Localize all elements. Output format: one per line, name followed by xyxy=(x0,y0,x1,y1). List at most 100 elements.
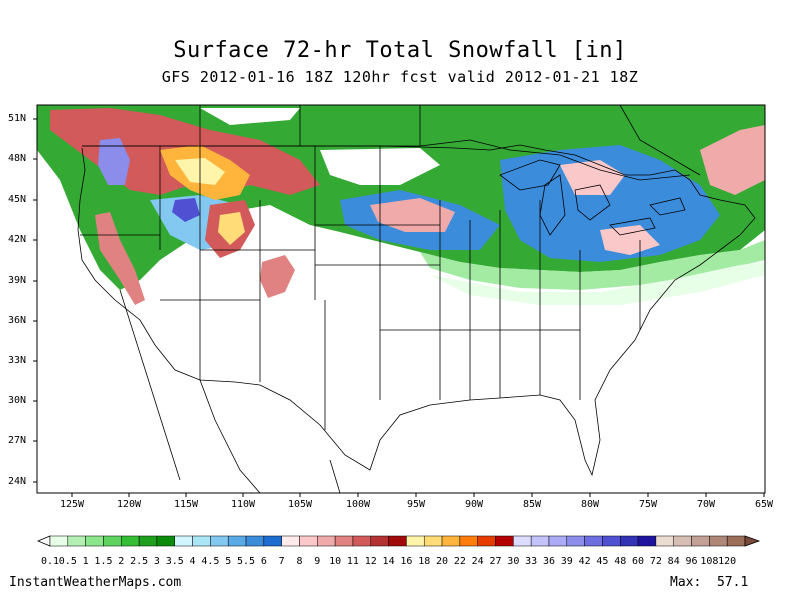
lat-label: 24N xyxy=(8,476,27,487)
legend-swatch xyxy=(655,535,674,547)
legend-swatch xyxy=(566,535,585,547)
state-lines xyxy=(80,146,641,430)
snow-pink-east xyxy=(700,125,765,195)
lon-label: 80W xyxy=(580,499,600,510)
legend-swatch xyxy=(441,535,461,547)
lon-label: 105W xyxy=(287,499,313,510)
map-subtitle: GFS 2012-01-16 18Z 120hr fcst valid 2012… xyxy=(161,68,639,86)
lat-label: 39N xyxy=(8,275,27,286)
legend-label: 4 xyxy=(189,556,196,567)
legend-swatch xyxy=(49,535,69,547)
lat-label: 33N xyxy=(8,355,27,366)
legend-label: 16 xyxy=(400,556,413,567)
great-lakes xyxy=(499,159,686,236)
snow-red-colorado xyxy=(260,255,295,298)
legend-swatch xyxy=(620,535,639,547)
legend-swatch xyxy=(174,535,193,547)
legend-arrow-low xyxy=(36,535,51,547)
lon-label: 65W xyxy=(754,499,774,510)
snow-blue-lakes xyxy=(500,145,720,262)
mexico-border xyxy=(119,289,341,493)
legend-label: 20 xyxy=(436,556,449,567)
lat-label: 45N xyxy=(8,194,27,205)
lat-label: 42N xyxy=(8,234,27,245)
legend-swatch xyxy=(495,535,514,547)
legend-swatch xyxy=(192,535,211,547)
legend-label: 30 xyxy=(507,556,520,567)
legend-swatch xyxy=(673,535,692,547)
legend-swatch xyxy=(423,535,443,547)
lon-label: 100W xyxy=(345,499,371,510)
legend-label: 108 xyxy=(700,556,719,567)
legend-label: 1 xyxy=(82,556,89,567)
legend-swatch xyxy=(637,535,657,547)
snow-pink-plains xyxy=(370,198,455,232)
lon-ticks xyxy=(71,493,765,497)
boundaries xyxy=(77,105,756,493)
legend-swatch xyxy=(459,535,478,547)
map-frame xyxy=(36,104,766,494)
legend-label: 42 xyxy=(578,556,591,567)
legend-label: 96 xyxy=(685,556,698,567)
legend-label: 27 xyxy=(489,556,502,567)
lat-label: 27N xyxy=(8,435,27,446)
lat-label: 30N xyxy=(8,395,27,406)
legend-swatch xyxy=(548,535,568,547)
legend-swatch xyxy=(530,535,550,547)
legend-swatch xyxy=(334,535,354,547)
lon-label: 115W xyxy=(173,499,199,510)
map-title: Surface 72-hr Total Snowfall [in] xyxy=(173,38,627,63)
lon-label: 125W xyxy=(59,499,85,510)
legend-swatch xyxy=(709,535,728,547)
lon-label: 85W xyxy=(522,499,542,510)
legend-label: 120 xyxy=(718,556,737,567)
legend-label: 60 xyxy=(632,556,645,567)
legend-label: 8 xyxy=(296,556,303,567)
legend-label: 72 xyxy=(649,556,662,567)
legend-label: 18 xyxy=(418,556,431,567)
legend-label: 2.5 xyxy=(130,556,149,567)
legend-label: 48 xyxy=(614,556,627,567)
legend-swatch xyxy=(85,535,104,547)
legend-swatch xyxy=(388,535,407,547)
legend-swatch xyxy=(406,535,425,547)
legend-swatch xyxy=(584,535,603,547)
legend-label: 22 xyxy=(453,556,466,567)
legend-swatch xyxy=(281,535,300,547)
legend-swatch xyxy=(317,535,336,547)
legend-swatch xyxy=(352,535,372,547)
legend-label: 84 xyxy=(667,556,680,567)
max-label: Max: xyxy=(670,575,702,590)
legend-label: 7 xyxy=(278,556,285,567)
lat-label: 36N xyxy=(8,315,27,326)
legend-label: 9 xyxy=(314,556,321,567)
legend-swatch xyxy=(210,535,229,547)
legend-label: 10 xyxy=(329,556,342,567)
legend-label: 24 xyxy=(471,556,484,567)
lat-ticks xyxy=(33,118,37,483)
legend-label: 36 xyxy=(542,556,555,567)
snow-purple-core xyxy=(172,198,200,222)
legend-label: 5 xyxy=(225,556,232,567)
legend-swatch xyxy=(245,535,265,547)
site-credit: InstantWeatherMaps.com xyxy=(9,575,182,590)
snow-orange-utah xyxy=(218,212,245,245)
snow-band-white xyxy=(430,262,765,305)
lon-label: 120W xyxy=(116,499,142,510)
legend-swatch xyxy=(370,535,389,547)
snow-purple-cascades xyxy=(98,138,130,185)
us-outline xyxy=(77,144,756,477)
legend-label: 14 xyxy=(382,556,395,567)
snow-gap-2 xyxy=(200,108,300,125)
legend-swatch xyxy=(138,535,158,547)
lon-label: 110W xyxy=(230,499,256,510)
legend-label: 45 xyxy=(596,556,609,567)
legend-swatch xyxy=(121,535,140,547)
lon-label: 75W xyxy=(638,499,658,510)
legend-label: 11 xyxy=(346,556,359,567)
max-value: 57.1 xyxy=(716,575,749,590)
legend-swatch xyxy=(67,535,86,547)
legend-swatch xyxy=(227,535,247,547)
legend-swatch xyxy=(691,535,710,547)
